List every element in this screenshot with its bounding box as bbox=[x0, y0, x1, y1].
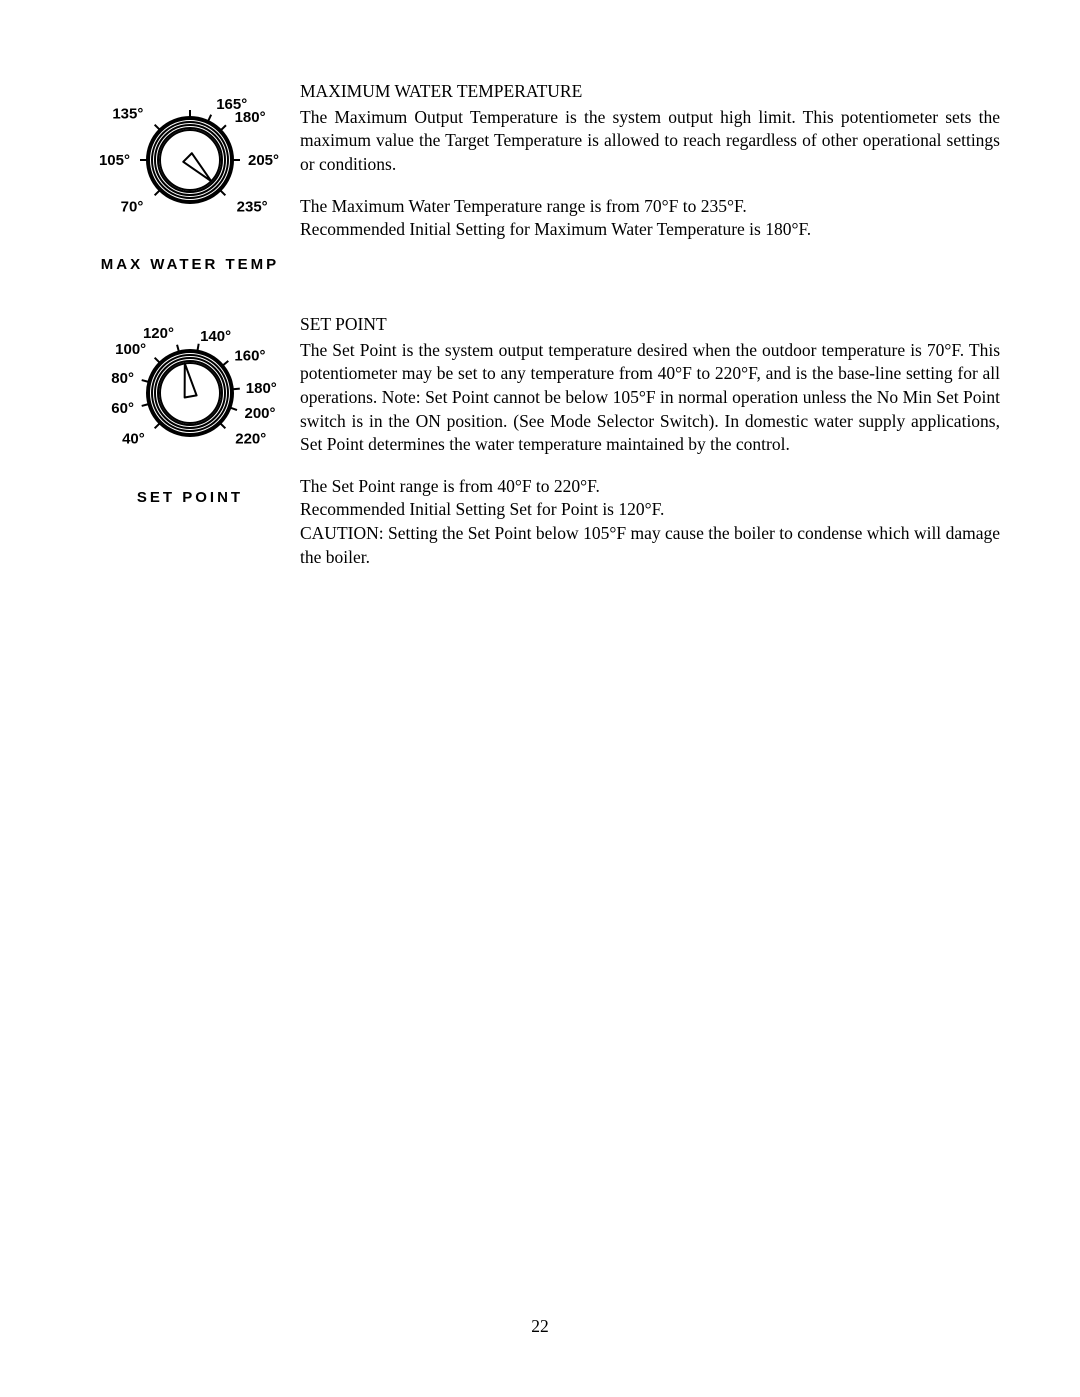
body-text: The Maximum Water Temperature range is f… bbox=[300, 195, 1000, 219]
dial-col: 40° 60° 80° 100°120° 140°160° 180° 200° 220° SE… bbox=[80, 313, 300, 506]
svg-text:235°: 235° bbox=[237, 199, 268, 216]
body-text: The Set Point is the system output tempe… bbox=[300, 339, 1000, 457]
svg-text:40°: 40° bbox=[122, 430, 145, 447]
svg-text:105°: 105° bbox=[99, 152, 130, 169]
svg-text:160°: 160° bbox=[234, 348, 265, 365]
dial-caption: SET POINT bbox=[137, 489, 243, 506]
section-max-water-temp: 70°105°135°165°180°205°235° MAX WATER TE… bbox=[80, 80, 1000, 273]
set-point-dial: 40° 60° 80° 100°120° 140°160° 180° 200° 220° bbox=[90, 313, 290, 483]
max-water-temp-heading: MAXIMUM WATER TEMPERATURE bbox=[300, 80, 1000, 104]
svg-text:135°: 135° bbox=[112, 105, 143, 122]
page: 70°105°135°165°180°205°235° MAX WATER TE… bbox=[0, 0, 1080, 1397]
svg-text:180°: 180° bbox=[246, 380, 277, 397]
body-text: Recommended Initial Setting for Maximum … bbox=[300, 218, 1000, 242]
svg-text:100°: 100° bbox=[115, 341, 146, 358]
svg-text:70°: 70° bbox=[121, 199, 144, 216]
page-number: 22 bbox=[0, 1316, 1080, 1337]
text-col: MAXIMUM WATER TEMPERATURE The Maximum Ou… bbox=[300, 80, 1000, 260]
dial-col: 70°105°135°165°180°205°235° MAX WATER TE… bbox=[80, 80, 300, 273]
body-text: The Set Point range is from 40°F to 220°… bbox=[300, 475, 1000, 499]
svg-text:60°: 60° bbox=[111, 400, 134, 417]
body-text: Recommended Initial Setting Set for Poin… bbox=[300, 498, 1000, 522]
svg-text:200°: 200° bbox=[245, 405, 276, 422]
dial-graphics-0: 70°105°135°165°180°205°235° bbox=[99, 96, 279, 216]
svg-text:180°: 180° bbox=[235, 109, 266, 126]
set-point-heading: SET POINT bbox=[300, 313, 1000, 337]
dial-graphics-1: 40° 60° 80° 100°120° 140°160° 180° 200° 220° bbox=[111, 325, 277, 447]
svg-text:80°: 80° bbox=[111, 370, 134, 387]
section-set-point: 40° 60° 80° 100°120° 140°160° 180° 200° 220° SE… bbox=[80, 313, 1000, 587]
max-water-temp-dial: 70°105°135°165°180°205°235° bbox=[90, 80, 290, 250]
text-col: SET POINT The Set Point is the system ou… bbox=[300, 313, 1000, 587]
svg-text:140°: 140° bbox=[200, 328, 231, 345]
svg-text:120°: 120° bbox=[143, 325, 174, 342]
body-text: CAUTION: Setting the Set Point below 105… bbox=[300, 522, 1000, 569]
svg-text:220°: 220° bbox=[235, 430, 266, 447]
dial-caption: MAX WATER TEMP bbox=[101, 256, 279, 273]
svg-text:205°: 205° bbox=[248, 152, 279, 169]
body-text: The Maximum Output Temperature is the sy… bbox=[300, 106, 1000, 177]
